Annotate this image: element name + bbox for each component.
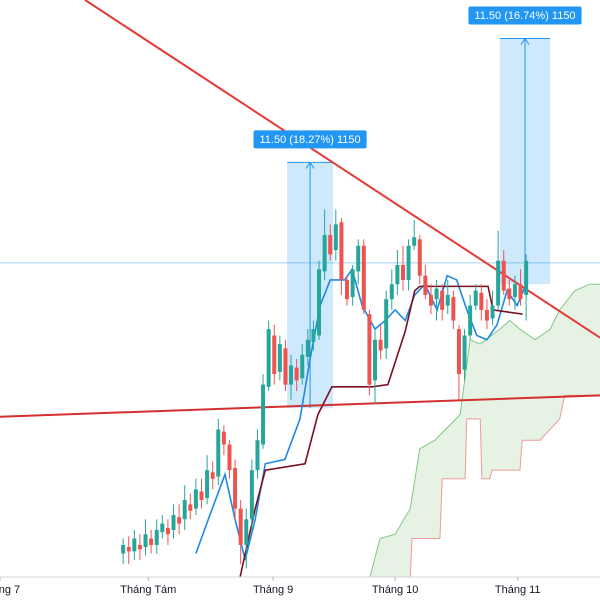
- measure-label-bg: [468, 6, 582, 25]
- candle-body: [456, 329, 461, 374]
- candle-body: [423, 275, 428, 295]
- indicator-line: [239, 285, 523, 577]
- candle-body: [188, 504, 193, 511]
- candle-body: [261, 384, 266, 445]
- candle-body: [177, 517, 182, 524]
- x-tick-label: Tháng 10: [372, 584, 418, 596]
- x-tick-label: Tháng 11: [495, 584, 541, 596]
- candle-body: [389, 284, 394, 300]
- candle-body: [255, 440, 260, 471]
- candle-body: [501, 260, 506, 291]
- candle-body: [322, 235, 327, 272]
- candle-body: [283, 348, 288, 385]
- candle-body: [277, 344, 282, 372]
- candle-body: [356, 245, 361, 272]
- measure-label-bg: [253, 130, 367, 149]
- measure-label: 11.50 (16.74%) 1150: [474, 10, 575, 22]
- cloud-fill: [369, 284, 600, 577]
- candle-body: [137, 544, 142, 550]
- candle-body: [345, 279, 350, 300]
- candle-body: [339, 222, 344, 280]
- candle-body: [289, 365, 294, 385]
- candle-body: [406, 245, 411, 280]
- candle-body: [328, 235, 333, 255]
- candle-body: [479, 292, 484, 310]
- candle-body: [484, 309, 489, 321]
- arrow-head: [520, 37, 530, 45]
- candle-body: [210, 472, 215, 479]
- candle-body: [373, 339, 377, 381]
- candle-body: [249, 470, 254, 520]
- candle-body: [199, 491, 204, 501]
- candle-body: [154, 529, 159, 545]
- candle-body: [496, 260, 501, 306]
- candle-body: [132, 538, 137, 552]
- candle-body: [468, 305, 473, 336]
- candle-body: [311, 329, 316, 342]
- candle-body: [445, 294, 450, 306]
- candle-body: [395, 264, 400, 285]
- candle-body: [160, 523, 165, 533]
- candle-body: [238, 508, 243, 545]
- candle-body: [305, 339, 310, 357]
- candle-body: [333, 224, 338, 251]
- candle-body: [143, 534, 148, 548]
- trendline: [0, 394, 600, 418]
- candle-body: [378, 339, 383, 351]
- candle-body: [361, 245, 366, 310]
- candle-body: [451, 297, 456, 321]
- candle-body: [121, 544, 126, 554]
- candle-body: [507, 288, 512, 300]
- candle-body: [512, 284, 517, 298]
- cloud-edge: [369, 394, 600, 577]
- measure-label: 11.50 (18.27%) 1150: [260, 134, 361, 146]
- candle-body: [434, 288, 439, 300]
- candle-body: [165, 527, 170, 535]
- candle-body: [428, 294, 433, 306]
- candle-body: [300, 354, 305, 379]
- candle-body: [233, 468, 238, 509]
- candle-body: [367, 314, 372, 385]
- candle-body: [126, 547, 131, 552]
- candle-body: [171, 515, 176, 530]
- x-tick-label: Tháng Tám: [120, 584, 176, 596]
- candle-body: [266, 329, 271, 387]
- candle-body: [317, 269, 322, 336]
- candle-body: [417, 239, 422, 276]
- candle-body: [221, 431, 226, 445]
- plot-area: [0, 0, 600, 577]
- candle-body: [272, 335, 277, 374]
- candle-body: [149, 538, 154, 545]
- candle-body: [462, 335, 467, 370]
- candle-body: [216, 429, 221, 477]
- candle-body: [400, 264, 405, 280]
- trendline: [84, 0, 600, 339]
- candle-body: [244, 519, 249, 545]
- candle-body: [518, 284, 523, 300]
- x-tick-label: Tháng 9: [253, 584, 293, 596]
- candle-body: [473, 290, 478, 306]
- candle-body: [182, 500, 187, 520]
- candle-body: [193, 489, 198, 509]
- candle-body: [524, 260, 529, 295]
- x-tick-label: Tháng 7: [0, 584, 20, 596]
- candle-body: [205, 470, 210, 498]
- candle-body: [440, 290, 445, 310]
- candle-body: [412, 237, 417, 246]
- arrow-head: [305, 161, 315, 169]
- candle-body: [350, 269, 355, 298]
- candle-body: [490, 305, 495, 319]
- candle-body: [227, 444, 232, 471]
- candle-body: [294, 367, 299, 381]
- candle-body: [384, 299, 389, 349]
